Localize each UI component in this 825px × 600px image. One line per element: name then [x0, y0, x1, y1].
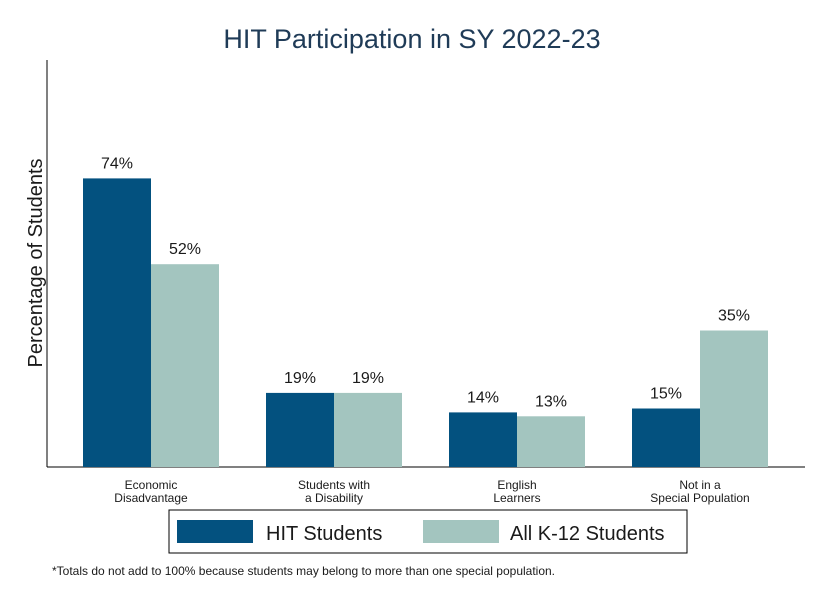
legend-label-all-k12-students: All K-12 Students — [510, 523, 665, 545]
category-labels: Economic Disadvantage Students with a Disab… — [114, 478, 749, 505]
value-label-english-learners-hit-students: 14% — [467, 389, 499, 406]
bar-economic-disadvantage-hit-students — [83, 178, 151, 467]
bar-english-learners-hit-students — [449, 412, 517, 467]
bar-not-in-special-population-all-k12-students — [700, 330, 768, 467]
legend-swatch-hit-students — [177, 520, 253, 543]
category-label-english-learners: English Learners — [493, 478, 540, 505]
category-label-students-with-disability: Students with a Disability — [298, 478, 370, 505]
bar-economic-disadvantage-all-k12-students — [151, 264, 219, 467]
chart-title: HIT Participation in SY 2022-23 — [223, 24, 600, 54]
value-label-english-learners-all-k12-students: 13% — [535, 393, 567, 410]
bar-value-labels: 74% 52% 19% 19% 14% 13% 15% 35% — [101, 155, 750, 410]
y-axis-label: Percentage of Students — [25, 158, 47, 367]
footnote: *Totals do not add to 100% because stude… — [52, 564, 555, 578]
legend-swatch-all-k12-students — [423, 520, 499, 543]
value-label-students-with-disability-all-k12-students: 19% — [352, 370, 384, 387]
value-label-not-in-special-population-hit-students: 15% — [650, 386, 682, 403]
legend: HIT Students All K-12 Students — [168, 509, 688, 554]
legend-label-hit-students: HIT Students — [266, 523, 382, 545]
value-label-not-in-special-population-all-k12-students: 35% — [718, 308, 750, 325]
bar-marks — [83, 178, 768, 467]
value-label-economic-disadvantage-hit-students: 74% — [101, 155, 133, 172]
value-label-economic-disadvantage-all-k12-students: 52% — [169, 241, 201, 258]
category-label-economic-disadvantage: Economic Disadvantage — [114, 478, 188, 505]
bar-students-with-disability-all-k12-students — [334, 392, 402, 467]
bar-english-learners-all-k12-students — [517, 416, 585, 467]
category-label-not-in-special-population: Not in a Special Population — [650, 478, 749, 505]
bar-not-in-special-population-hit-students — [632, 408, 700, 467]
bar-students-with-disability-hit-students — [266, 392, 334, 467]
value-label-students-with-disability-hit-students: 19% — [284, 370, 316, 387]
